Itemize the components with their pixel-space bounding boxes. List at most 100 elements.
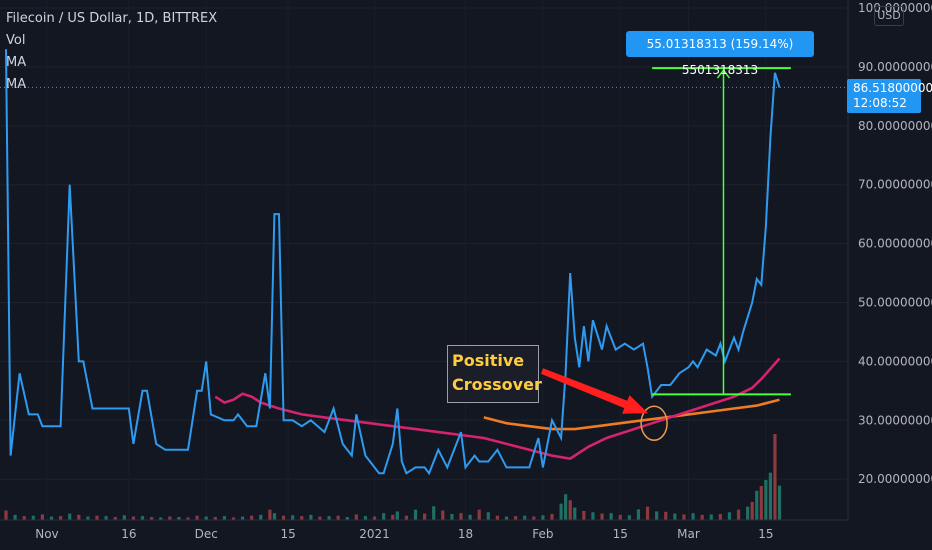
time-tick-label: 16 bbox=[121, 527, 136, 541]
annotation-box[interactable]: Positive Crossover bbox=[447, 345, 542, 403]
volume-bar bbox=[450, 513, 454, 520]
volume-bar bbox=[718, 513, 722, 520]
volume-bar bbox=[336, 515, 340, 520]
volume-bar bbox=[131, 516, 135, 520]
volume-bar bbox=[104, 516, 108, 520]
volume-bar bbox=[40, 514, 44, 520]
volume-bar bbox=[68, 513, 72, 520]
time-tick-label: 15 bbox=[280, 527, 295, 541]
time-tick-label: 18 bbox=[458, 527, 473, 541]
measure-arrow-head bbox=[716, 68, 731, 79]
volume-bar bbox=[591, 512, 595, 520]
volume-bar bbox=[441, 510, 445, 520]
time-tick-label: 2021 bbox=[359, 527, 390, 541]
volume-bar bbox=[459, 513, 463, 520]
measure-tool[interactable] bbox=[652, 67, 791, 396]
volume-bar bbox=[618, 514, 622, 520]
volume-bar bbox=[113, 516, 117, 520]
volume-bar bbox=[140, 516, 145, 520]
volume-bar bbox=[682, 514, 686, 520]
volume-bar bbox=[523, 515, 527, 520]
volume-bar bbox=[691, 513, 695, 520]
time-axis[interactable]: Nov 16 Dec 15 2021 18 Feb 15 Mar 15 bbox=[35, 527, 773, 541]
volume-bar bbox=[281, 515, 286, 520]
volume-bar bbox=[95, 515, 99, 520]
volume-bar bbox=[582, 510, 586, 520]
currency-button[interactable]: USD bbox=[874, 6, 904, 26]
volume-bars bbox=[4, 434, 782, 520]
volume-bar bbox=[391, 514, 395, 520]
volume-bar bbox=[573, 507, 577, 520]
last-price-tag: 86.51800000 12:08:52 bbox=[847, 79, 932, 113]
volume-bar bbox=[318, 516, 322, 520]
volume-bar bbox=[268, 509, 272, 520]
volume-bar bbox=[372, 516, 377, 520]
volume-bar bbox=[395, 511, 399, 520]
time-tick-label: Feb bbox=[532, 527, 553, 541]
volume-bar bbox=[541, 515, 545, 520]
volume-bar bbox=[773, 434, 777, 520]
volume-bar bbox=[486, 512, 490, 520]
volume-bar bbox=[159, 517, 163, 520]
volume-bar bbox=[13, 514, 17, 520]
volume-bar bbox=[86, 516, 90, 520]
volume-bar bbox=[354, 514, 358, 520]
volume-bar bbox=[413, 509, 418, 520]
price-tick-label: 100.0000000 bbox=[858, 1, 932, 15]
volume-bar bbox=[777, 485, 782, 520]
price-tick-label: 30.00000000 bbox=[858, 413, 932, 427]
volume-bar bbox=[241, 516, 245, 520]
volume-bar bbox=[477, 509, 481, 520]
legend-ma-2[interactable]: MA bbox=[6, 77, 27, 92]
last-price-value: 86.51800000 bbox=[853, 81, 932, 95]
volume-bar bbox=[4, 510, 8, 520]
price-tick-label: 80.00000000 bbox=[858, 119, 932, 133]
annotation-line-1: Positive bbox=[452, 351, 525, 370]
volume-bar bbox=[186, 517, 190, 520]
price-axis[interactable]: 20.00000000 30.00000000 40.00000000 50.0000… bbox=[858, 1, 932, 486]
volume-bar bbox=[636, 509, 641, 520]
volume-bar bbox=[250, 515, 254, 520]
volume-bar bbox=[213, 516, 217, 520]
volume-bar bbox=[600, 513, 604, 520]
volume-bar bbox=[259, 514, 263, 520]
time-tick-label: Dec bbox=[195, 527, 218, 541]
volume-bar bbox=[195, 515, 199, 520]
annotation-line-2: Crossover bbox=[452, 375, 542, 394]
symbol-title[interactable]: Filecoin / US Dollar, 1D, BITTREX bbox=[6, 11, 218, 26]
volume-bar bbox=[504, 516, 509, 520]
volume-bar bbox=[514, 516, 518, 520]
volume-bar bbox=[423, 513, 427, 520]
volume-bar bbox=[609, 513, 613, 520]
price-tick-label: 50.00000000 bbox=[858, 296, 932, 310]
time-tick-label: 15 bbox=[613, 527, 628, 541]
volume-bar bbox=[532, 516, 536, 520]
volume-bar bbox=[564, 494, 568, 520]
legend-vol[interactable]: Vol bbox=[6, 33, 26, 48]
volume-bar bbox=[309, 514, 313, 520]
volume-bar bbox=[222, 516, 226, 520]
time-tick-label: Nov bbox=[35, 527, 58, 541]
annotation-arrow bbox=[540, 368, 649, 414]
volume-bar bbox=[495, 515, 499, 520]
volume-bar bbox=[645, 506, 650, 520]
volume-bar bbox=[700, 514, 704, 520]
volume-bar bbox=[291, 515, 295, 520]
volume-bar bbox=[550, 513, 554, 520]
volume-bar bbox=[736, 509, 741, 520]
volume-bar bbox=[22, 516, 26, 520]
crossover-circle bbox=[640, 405, 668, 441]
price-tick-label: 40.00000000 bbox=[858, 354, 932, 368]
legend-ma-1[interactable]: MA bbox=[6, 55, 27, 70]
volume-bar bbox=[300, 516, 304, 520]
volume-bar bbox=[363, 516, 368, 520]
volume-bar bbox=[272, 513, 277, 520]
volume-bar bbox=[345, 516, 349, 520]
volume-bar bbox=[122, 515, 126, 520]
volume-bar bbox=[77, 514, 81, 520]
volume-bar bbox=[204, 516, 208, 520]
volume-bar bbox=[177, 516, 181, 520]
volume-bar bbox=[559, 503, 563, 520]
chart-grid bbox=[0, 7, 848, 480]
